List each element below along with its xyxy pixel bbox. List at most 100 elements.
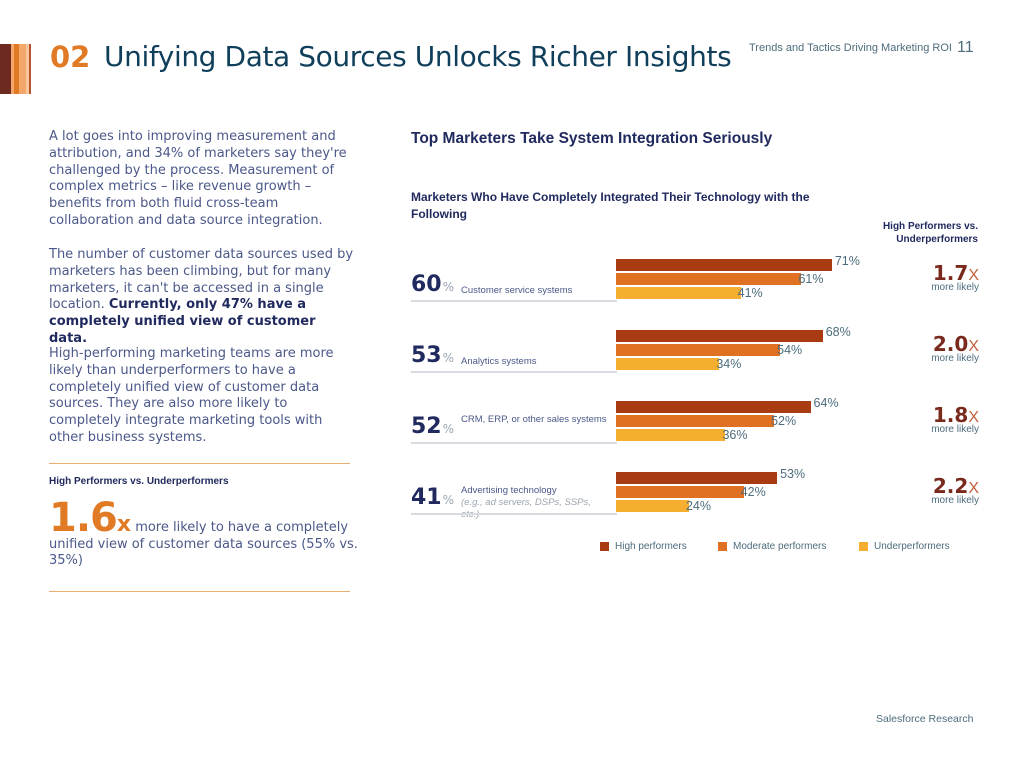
category-name: CRM, ERP, or other sales systems <box>461 414 607 425</box>
callout-text: more likely to have a completely unified… <box>49 520 358 568</box>
bar-value-label: 53% <box>780 467 806 481</box>
bar-moderate-performers <box>616 273 802 285</box>
category-overall-percent: 53% <box>411 343 454 368</box>
legend-item-moderate: Moderate performers <box>718 541 826 552</box>
bar-value-label: 71% <box>834 254 860 268</box>
legend-swatch-moderate <box>718 542 727 551</box>
bar-underperformers <box>616 358 720 370</box>
page-number: 11 <box>957 39 974 56</box>
category-label: CRM, ERP, or other sales systems <box>461 414 611 426</box>
callout-top-rule <box>49 463 350 464</box>
multiplier-stat: 2.0X more likely <box>889 332 979 364</box>
category-name: Advertising technology <box>461 485 557 496</box>
overall-unit: % <box>442 351 455 365</box>
stripe <box>10 44 15 94</box>
bar-value-label: 42% <box>740 485 766 499</box>
body-paragraph-2: The number of customer data sources used… <box>49 247 354 348</box>
chart-subtitle: Marketers Who Have Completely Integrated… <box>411 190 810 221</box>
category-name: Analytics systems <box>461 356 537 367</box>
category-label: Customer service systems <box>461 285 611 297</box>
body-paragraph-2-highlight: Currently, only 47% have a completely un… <box>49 297 316 346</box>
category-baseline <box>411 513 617 515</box>
overall-value: 41 <box>411 485 442 510</box>
category-baseline <box>411 442 617 444</box>
bar-value-label: 54% <box>777 343 803 357</box>
overall-value: 52 <box>411 414 442 439</box>
category-overall-percent: 52% <box>411 414 454 439</box>
bar-value-label: 64% <box>813 396 839 410</box>
bar-high-performers <box>616 401 811 413</box>
brand-stripes-logo <box>0 44 31 94</box>
stripe <box>0 44 8 94</box>
category-baseline <box>411 300 617 302</box>
multiplier-suffix: X <box>968 409 979 426</box>
multiplier-suffix: X <box>968 338 979 355</box>
footer-source: Salesforce Research <box>876 713 974 725</box>
overall-unit: % <box>442 493 455 507</box>
bar-underperformers <box>616 287 741 299</box>
bar-underperformers <box>616 500 689 512</box>
bar-high-performers <box>616 259 832 271</box>
multiplier-label: more likely <box>931 424 979 435</box>
callout-big-suffix: x <box>116 512 132 537</box>
callout-big-number: 1.6 <box>49 495 118 541</box>
bar-moderate-performers <box>616 486 744 498</box>
multiplier-suffix: X <box>968 267 979 284</box>
bar-value-label: 68% <box>825 325 851 339</box>
stripe <box>7 44 11 94</box>
legend-item-high: High performers <box>600 541 687 552</box>
bar-value-label: 24% <box>685 499 711 513</box>
category-label: Advertising technology (e.g., ad servers,… <box>461 485 611 521</box>
running-head: Trends and Tactics Driving Marketing ROI <box>749 42 952 54</box>
category-baseline <box>411 371 617 373</box>
section-number: 02 <box>50 40 91 74</box>
multiplier-value: 1.8 <box>932 403 969 427</box>
category-note: (e.g., ad servers, DSPs, SSPs, etc.) <box>461 497 591 520</box>
overall-unit: % <box>442 422 455 436</box>
callout-stat: 1.6x more likely to have a completely un… <box>49 498 359 570</box>
bar-value-label: 52% <box>771 414 797 428</box>
multiplier-heading: High Performers vs. Underperformers <box>882 221 978 245</box>
body-paragraph-1: A lot goes into improving measurement an… <box>49 129 347 228</box>
stripe <box>25 44 30 94</box>
bar-value-label: 36% <box>722 428 748 442</box>
bar-value-label: 61% <box>798 272 824 286</box>
multiplier-value: 1.7 <box>932 261 969 285</box>
bar-moderate-performers <box>616 415 775 427</box>
bar-value-label: 41% <box>737 286 763 300</box>
bar-value-label: 34% <box>716 357 742 371</box>
bar-high-performers <box>616 472 778 484</box>
multiplier-label: more likely <box>931 495 979 506</box>
legend-label-under: Underperformers <box>874 541 950 552</box>
stripe <box>14 44 20 94</box>
multiplier-value: 2.2 <box>932 474 969 498</box>
multiplier-suffix: X <box>968 480 979 497</box>
multiplier-stat: 1.7X more likely <box>889 261 979 293</box>
legend-label-moderate: Moderate performers <box>733 541 827 552</box>
callout-heading: High Performers vs. Underperformers <box>49 476 229 487</box>
overall-unit: % <box>442 280 455 294</box>
legend-swatch-high <box>600 542 609 551</box>
multiplier-label: more likely <box>931 282 979 293</box>
callout-bottom-rule <box>49 591 350 592</box>
bar-moderate-performers <box>616 344 781 356</box>
legend-swatch-under <box>859 542 868 551</box>
category-overall-percent: 60% <box>411 272 454 297</box>
multiplier-stat: 2.2X more likely <box>889 474 979 506</box>
multiplier-label: more likely <box>931 353 979 364</box>
overall-value: 60 <box>411 272 442 297</box>
multiplier-stat: 1.8X more likely <box>889 403 979 435</box>
bar-high-performers <box>616 330 823 342</box>
chart-title: Top Marketers Take System Integration Se… <box>411 130 773 147</box>
multiplier-value: 2.0 <box>932 332 969 356</box>
legend-label-high: High performers <box>615 541 687 552</box>
body-paragraph-3: High-performing marketing teams are more… <box>49 346 334 445</box>
stripe <box>19 44 26 94</box>
category-name: Customer service systems <box>461 285 573 296</box>
body-paragraph-2-text: The number of customer data sources used… <box>49 247 354 313</box>
overall-value: 53 <box>411 343 442 368</box>
stripe <box>29 44 31 94</box>
category-label: Analytics systems <box>461 356 611 368</box>
page-title: Unifying Data Sources Unlocks Richer Ins… <box>104 40 732 73</box>
legend-item-under: Underperformers <box>859 541 950 552</box>
